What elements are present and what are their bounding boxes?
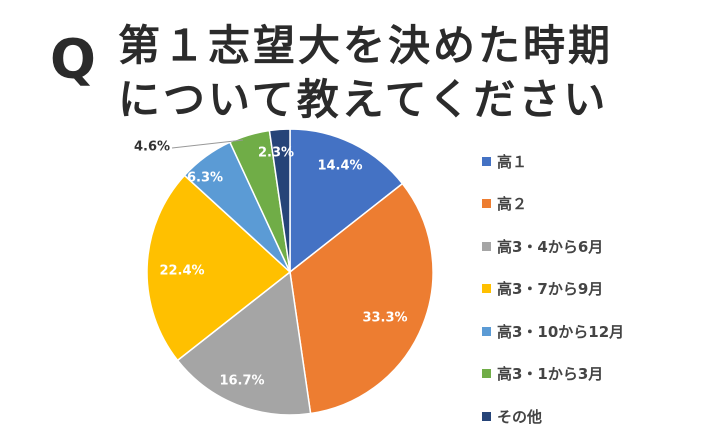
- legend-swatch: [482, 326, 491, 336]
- legend-label: 高3・4から6月: [497, 237, 604, 256]
- legend: 高１ 高２ 高3・4から6月 高3・7から9月高3・10から12月 高3・1から3月 その…: [482, 140, 624, 438]
- data-label-2: 16.7%: [219, 374, 264, 389]
- pie-slice-3: [146, 174, 292, 362]
- data-label-4: 6.3%: [187, 171, 223, 186]
- legend-label: 高3・10から12月: [497, 322, 625, 341]
- legend-label: その他: [497, 407, 543, 426]
- legend-swatch: [482, 199, 491, 209]
- pie-slice-2: [176, 270, 312, 416]
- legend-label: 高3・1から3月: [497, 365, 604, 384]
- legend-swatch: [482, 156, 491, 166]
- legend-swatch: [482, 241, 491, 251]
- leader-line: [171, 139, 244, 149]
- pie-slice-1: [289, 182, 434, 415]
- legend-label: 高3・7から9月: [497, 280, 604, 299]
- legend-swatch: [482, 411, 491, 421]
- title-line-1: 第１志望大を決めた時期: [118, 21, 614, 70]
- data-label-0: 14.4%: [317, 159, 362, 174]
- legend-item: その他: [482, 395, 624, 438]
- legend-item: 高3・1から3月: [482, 353, 624, 396]
- data-label-5: 4.6%: [134, 140, 170, 155]
- legend-item: 高3・4から6月: [482, 225, 624, 268]
- pie-slice-6: [268, 128, 291, 273]
- legend-swatch: [482, 369, 491, 379]
- data-label-1: 33.3%: [362, 311, 407, 326]
- legend-label: 高２: [497, 195, 528, 214]
- legend-item: 高3・10から12月: [482, 310, 624, 353]
- data-label-3: 22.4%: [159, 264, 204, 279]
- legend-label: 高１: [497, 152, 528, 171]
- data-label-6: 2.3%: [258, 146, 294, 161]
- legend-item: 高２: [482, 183, 624, 226]
- title-line-2: について教えてください: [118, 75, 609, 124]
- question-mark-label: Q: [50, 28, 96, 91]
- legend-item: 高3・7から9月: [482, 268, 624, 311]
- legend-item: 高１: [482, 140, 624, 183]
- legend-swatch: [482, 284, 491, 294]
- pie-slice-0: [289, 128, 404, 274]
